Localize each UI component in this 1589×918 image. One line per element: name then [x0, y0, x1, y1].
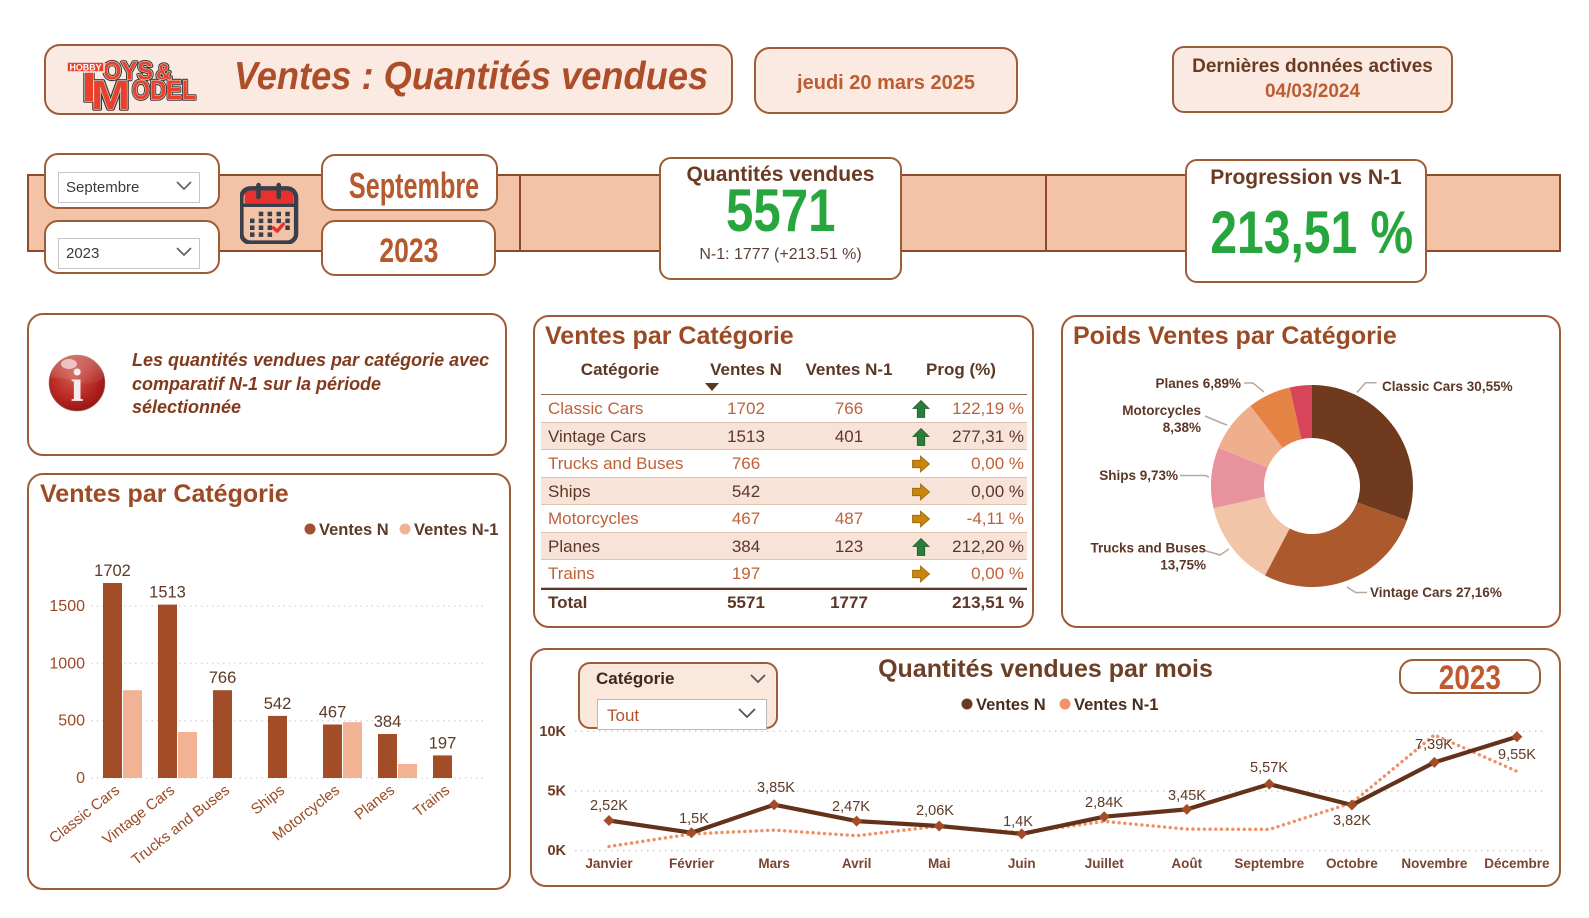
svg-text:M: M: [91, 72, 130, 112]
svg-text:7,39K: 7,39K: [1415, 737, 1453, 753]
svg-text:Ventes N: Ventes N: [319, 521, 389, 539]
svg-text:&: &: [156, 60, 172, 85]
svg-text:2,84K: 2,84K: [1085, 795, 1123, 811]
svg-text:1500: 1500: [49, 598, 85, 615]
svg-text:Septembre: Septembre: [1234, 856, 1304, 871]
svg-text:Trains: Trains: [410, 782, 453, 821]
svg-text:3,82K: 3,82K: [1333, 813, 1371, 829]
svg-text:467: 467: [319, 704, 347, 722]
svg-text:Classic Cars 30,55%: Classic Cars 30,55%: [1382, 379, 1513, 394]
svg-text:Janvier: Janvier: [585, 856, 633, 871]
svg-text:0: 0: [76, 770, 85, 787]
svg-text:OYS: OYS: [103, 58, 153, 86]
svg-text:Décembre: Décembre: [1484, 856, 1550, 871]
svg-text:Ships 9,73%: Ships 9,73%: [1099, 468, 1178, 483]
svg-text:8,38%: 8,38%: [1163, 420, 1201, 435]
svg-text:Août: Août: [1171, 856, 1202, 871]
svg-text:Vintage Cars 27,16%: Vintage Cars 27,16%: [1370, 585, 1502, 600]
svg-text:Juillet: Juillet: [1085, 856, 1125, 871]
svg-text:2,06K: 2,06K: [916, 803, 954, 819]
svg-text:2,47K: 2,47K: [832, 799, 870, 815]
svg-text:9,55K: 9,55K: [1498, 747, 1536, 763]
svg-text:10K: 10K: [539, 724, 566, 740]
svg-text:2,52K: 2,52K: [590, 798, 628, 814]
svg-text:&: &: [156, 60, 172, 85]
svg-text:Ventes N: Ventes N: [976, 696, 1046, 714]
svg-text:i: i: [70, 360, 83, 412]
svg-text:384: 384: [374, 713, 402, 731]
svg-text:Planes 6,89%: Planes 6,89%: [1155, 376, 1241, 391]
svg-text:1702: 1702: [94, 562, 131, 580]
svg-text:5,57K: 5,57K: [1250, 760, 1288, 776]
svg-text:ODEL: ODEL: [132, 75, 196, 105]
svg-text:Trucks and Buses: Trucks and Buses: [128, 782, 233, 869]
svg-text:Avril: Avril: [842, 856, 872, 871]
svg-text:Mars: Mars: [758, 856, 790, 871]
svg-text:3,85K: 3,85K: [757, 780, 795, 796]
svg-text:Mai: Mai: [928, 856, 951, 871]
svg-text:Trucks and Buses: Trucks and Buses: [1090, 541, 1206, 556]
svg-text:1000: 1000: [49, 655, 85, 672]
svg-text:1513: 1513: [149, 584, 186, 602]
svg-text:M: M: [91, 72, 130, 112]
svg-text:HOBBY: HOBBY: [70, 63, 103, 74]
svg-text:542: 542: [264, 695, 292, 713]
svg-text:OYS: OYS: [103, 58, 153, 86]
svg-text:Ventes N-1: Ventes N-1: [1074, 696, 1158, 714]
svg-text:500: 500: [58, 713, 85, 730]
svg-text:ODEL: ODEL: [132, 75, 196, 105]
svg-text:3,45K: 3,45K: [1168, 788, 1206, 804]
svg-text:5K: 5K: [547, 784, 566, 800]
svg-text:Novembre: Novembre: [1401, 856, 1468, 871]
svg-text:766: 766: [209, 669, 237, 687]
svg-text:1,5K: 1,5K: [679, 811, 709, 827]
svg-text:Octobre: Octobre: [1326, 856, 1378, 871]
svg-text:Planes: Planes: [351, 782, 398, 824]
svg-text:Février: Février: [669, 856, 715, 871]
svg-text:Ventes N-1: Ventes N-1: [414, 521, 498, 539]
svg-text:0K: 0K: [547, 843, 566, 859]
svg-text:13,75%: 13,75%: [1160, 558, 1206, 573]
svg-text:1,4K: 1,4K: [1003, 814, 1033, 830]
svg-text:Motorcycles: Motorcycles: [1122, 403, 1201, 418]
svg-text:Ships: Ships: [248, 782, 288, 819]
svg-text:197: 197: [429, 734, 457, 752]
svg-text:Juin: Juin: [1008, 856, 1036, 871]
